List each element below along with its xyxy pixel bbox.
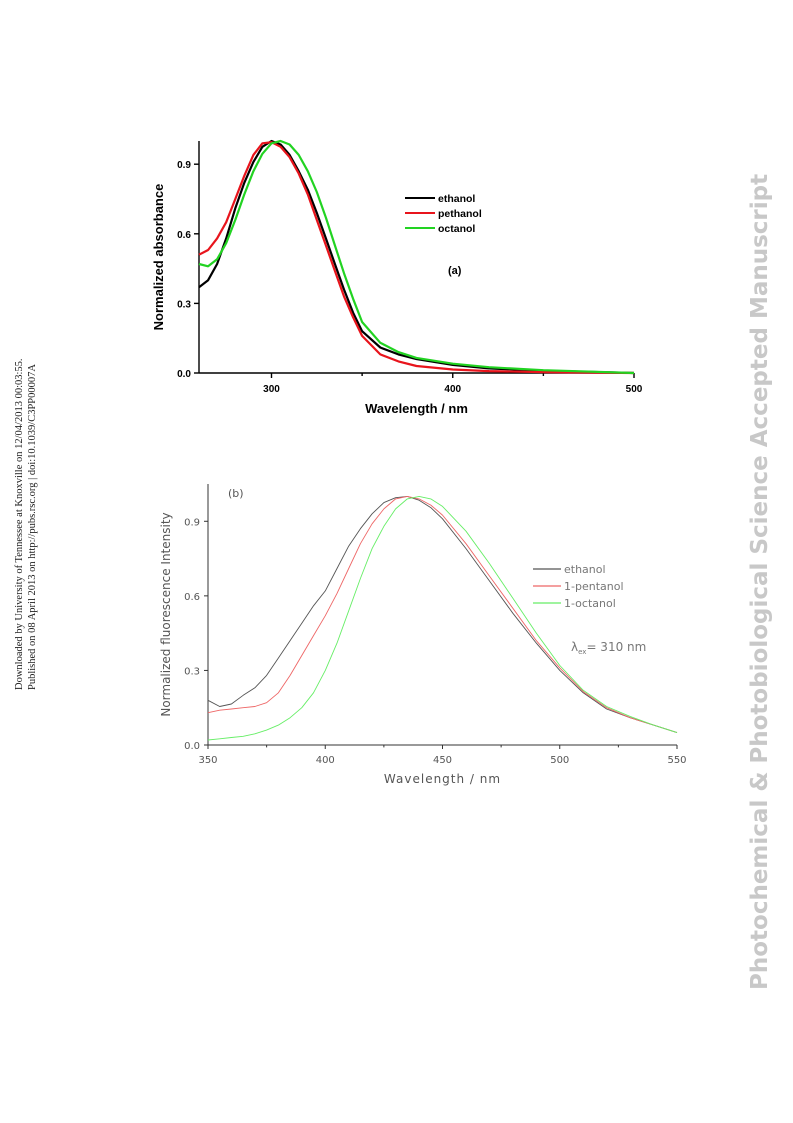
y-tick-label: 0.0 [184, 741, 200, 752]
x-tick-label: 550 [667, 755, 686, 766]
y-tick-label: 0.6 [177, 230, 191, 241]
y-tick-label: 0.3 [177, 299, 191, 310]
y-tick-label: 0.3 [184, 666, 200, 677]
x-tick-label: 300 [263, 384, 280, 395]
legend-label-1-pentanol: 1-pentanol [564, 580, 624, 593]
x-axis-label: Wavelength / nm [384, 772, 501, 786]
legend-label-ethanol: ethanol [564, 563, 606, 576]
legend-label-ethanol: ethanol [438, 193, 475, 205]
download-info-line1: Downloaded by University of Tennessee at… [14, 358, 25, 690]
x-tick-label: 350 [198, 755, 217, 766]
series-line-octanol [198, 139, 635, 375]
panel-label: (a) [448, 265, 462, 277]
watermark-sidebar: Photochemical & Photobiological Science … [745, 160, 785, 990]
series-line-ethanol [207, 495, 678, 734]
download-info-sidebar: Downloaded by University of Tennessee at… [14, 350, 40, 690]
annotation-value: = 310 nm [586, 640, 646, 654]
legend-label-octanol: octanol [438, 223, 475, 235]
x-tick-label: 400 [316, 755, 335, 766]
annotation-lambda: λ [571, 640, 578, 654]
excitation-annotation: λex= 310 nm [571, 640, 646, 656]
y-tick-label: 0.6 [184, 592, 200, 603]
series-line-1-pentanol [207, 495, 678, 734]
x-tick-label: 400 [444, 384, 461, 395]
download-info-line2: Published on 08 April 2013 on http://pub… [27, 364, 38, 690]
y-axis-label: Normalized fluorescence Intensity [159, 512, 173, 716]
x-tick-label: 500 [550, 755, 569, 766]
x-tick-label: 450 [433, 755, 452, 766]
series-line-ethanol [198, 139, 635, 375]
y-axis-label: Normalized absorbance [151, 184, 166, 331]
y-tick-label: 0.9 [177, 160, 191, 171]
y-tick-label: 0.0 [177, 369, 191, 380]
annotation-subscript: ex [578, 648, 586, 656]
legend-label-pethanol: pethanol [438, 208, 482, 220]
x-tick-label: 500 [626, 384, 643, 395]
accepted-manuscript-watermark: Photochemical & Photobiological Science … [747, 173, 773, 990]
panel-label: (b) [228, 487, 244, 500]
series-line-1-octanol [207, 495, 678, 741]
y-tick-label: 0.9 [184, 517, 200, 528]
series-line-pethanol [198, 141, 635, 375]
legend-label-1-octanol: 1-octanol [564, 597, 616, 610]
x-axis-label: Wavelength / nm [365, 401, 468, 416]
